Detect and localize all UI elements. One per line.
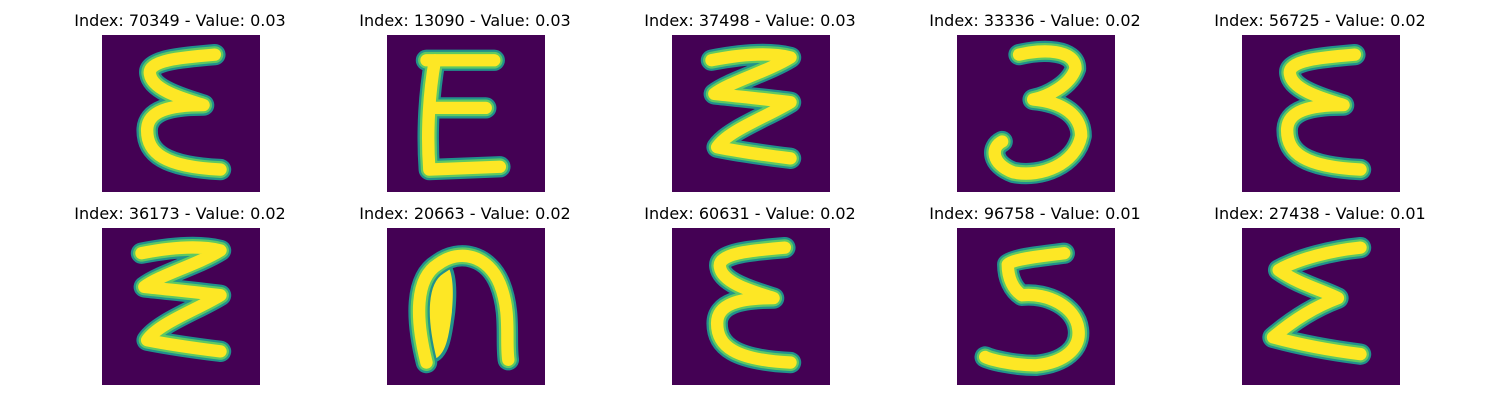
glyph-drawing <box>672 228 830 385</box>
glyph-drawing <box>1242 35 1400 192</box>
glyph-drawing <box>672 35 830 192</box>
glyph-drawing <box>387 35 545 192</box>
panel-title: Index: 60631 - Value: 0.02 <box>644 204 856 223</box>
image-panel: Index: 33336 - Value: 0.02 <box>910 11 1160 192</box>
glyph-drawing <box>957 35 1115 192</box>
character-image <box>672 35 830 192</box>
panel-title: Index: 96758 - Value: 0.01 <box>929 204 1141 223</box>
character-image <box>1242 35 1400 192</box>
image-panel: Index: 36173 - Value: 0.02 <box>55 204 305 385</box>
character-image <box>387 35 545 192</box>
image-panel: Index: 20663 - Value: 0.02 <box>340 204 590 385</box>
panel-title: Index: 20663 - Value: 0.02 <box>359 204 571 223</box>
panel-title: Index: 70349 - Value: 0.03 <box>74 11 286 30</box>
image-panel: Index: 56725 - Value: 0.02 <box>1195 11 1445 192</box>
panel-title: Index: 37498 - Value: 0.03 <box>644 11 856 30</box>
character-image <box>957 35 1115 192</box>
image-panel: Index: 60631 - Value: 0.02 <box>625 204 875 385</box>
character-image <box>1242 228 1400 385</box>
character-image <box>387 228 545 385</box>
character-image <box>957 228 1115 385</box>
panel-title: Index: 27438 - Value: 0.01 <box>1214 204 1426 223</box>
character-image <box>672 228 830 385</box>
glyph-drawing <box>1242 228 1400 385</box>
panel-title: Index: 56725 - Value: 0.02 <box>1214 11 1426 30</box>
glyph-drawing <box>102 228 260 385</box>
panel-title: Index: 36173 - Value: 0.02 <box>74 204 286 223</box>
glyph-drawing <box>102 35 260 192</box>
image-panel: Index: 13090 - Value: 0.03 <box>340 11 590 192</box>
image-panel: Index: 96758 - Value: 0.01 <box>910 204 1160 385</box>
image-panel: Index: 37498 - Value: 0.03 <box>625 11 875 192</box>
glyph-drawing <box>957 228 1115 385</box>
character-image <box>102 35 260 192</box>
panel-title: Index: 13090 - Value: 0.03 <box>359 11 571 30</box>
image-panel: Index: 70349 - Value: 0.03 <box>55 11 305 192</box>
glyph-drawing <box>387 228 545 385</box>
panel-title: Index: 33336 - Value: 0.02 <box>929 11 1141 30</box>
character-image <box>102 228 260 385</box>
image-panel: Index: 27438 - Value: 0.01 <box>1195 204 1445 385</box>
